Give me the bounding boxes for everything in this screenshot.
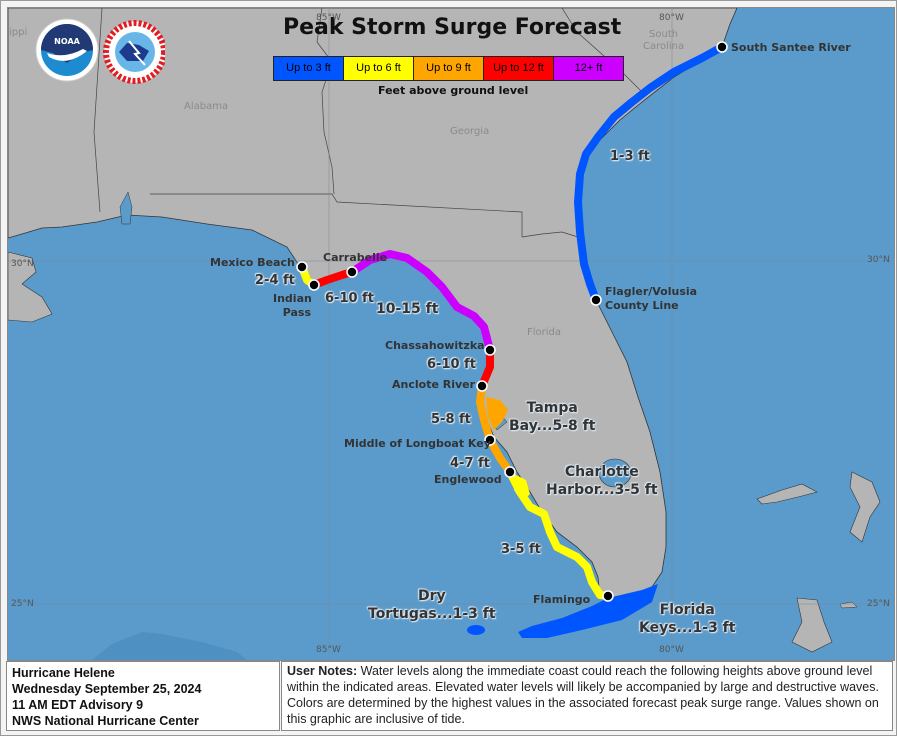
surge-label-chass-anclote: 6-10 ft [427, 357, 476, 372]
page-title: Peak Storm Surge Forecast [283, 15, 622, 40]
place-anclote-river: Anclote River [392, 378, 476, 391]
storm-name: Hurricane Helene [12, 666, 115, 680]
place-longboat-key: Middle of Longboat Key [344, 437, 491, 450]
nws-logo [103, 20, 167, 84]
place-flamingo: Flamingo [533, 593, 591, 606]
advisory-date: Wednesday September 25, 2024 [12, 682, 202, 696]
surge-atlantic [574, 43, 726, 304]
surge-legend: Up to 3 ft Up to 6 ft Up to 9 ft Up to 1… [273, 56, 624, 81]
advisory-number: 11 AM EDT Advisory 9 [12, 698, 144, 712]
surge-carrabelle-chass [348, 250, 494, 354]
legend-item-12-plus: 12+ ft [554, 57, 623, 80]
surge-label-englewood-flamingo: 3-5 ft [501, 542, 541, 557]
state-label-south-carolina: South Carolina [643, 29, 685, 52]
legend-item-up-to-9: Up to 9 ft [414, 57, 484, 80]
map-canvas [8, 8, 894, 660]
grid-label-25n-right: 25°N [867, 599, 890, 609]
legend-item-up-to-12: Up to 12 ft [484, 57, 554, 80]
user-notes-text: Water levels along the immediate coast c… [287, 664, 879, 726]
surge-keys [518, 584, 658, 638]
place-carrabelle: Carrabelle [323, 251, 388, 264]
surge-label-dry-tortugas: Dry Tortugas...1-3 ft [368, 588, 496, 622]
surge-label-charlotte-harbor: Charlotte Harbor...3-5 ft [546, 464, 658, 498]
place-englewood: Englewood [434, 473, 502, 486]
surge-englewood-flamingo [506, 468, 612, 600]
surge-label-mexico-indian: 2-4 ft [255, 273, 295, 288]
place-indian-pass: Indian Pass [273, 292, 312, 319]
place-flagler-volusia: Flagler/Volusia County Line [605, 285, 698, 312]
svg-text:NOAA: NOAA [54, 37, 80, 46]
grid-label-80w-bottom: 80°W [659, 645, 684, 655]
state-label-mississippi: ippi [9, 27, 28, 38]
state-label-alabama: Alabama [184, 101, 229, 112]
legend-item-up-to-3: Up to 3 ft [274, 57, 344, 80]
grid-label-80w-top: 80°W [659, 13, 684, 23]
surge-label-tampa-bay: Tampa Bay...5-8 ft [509, 400, 596, 434]
noaa-logo: NOAA [35, 18, 99, 82]
place-chassahowitzka: Chassahowitzka [385, 339, 485, 352]
place-mexico-beach: Mexico Beach [210, 256, 295, 269]
user-notes: User Notes: Water levels along the immed… [281, 661, 893, 731]
surge-label-atlantic: 1-3 ft [610, 149, 650, 164]
surge-anclote-longboat [476, 382, 514, 476]
surge-label-longboat-englewood: 4-7 ft [450, 456, 490, 471]
surge-label-anclote-longboat: 5-8 ft [431, 412, 471, 427]
surge-label-florida-keys: Florida Keys...1-3 ft [639, 602, 736, 636]
grid-label-30n-right: 30°N [867, 255, 890, 265]
advisory-info: Hurricane Helene Wednesday September 25,… [6, 661, 280, 731]
agency-logos: NOAA [35, 17, 167, 89]
grid-label-30n-left: 30°N [11, 259, 34, 269]
user-notes-label: User Notes: [287, 664, 358, 678]
grid-label-85w-bottom: 85°W [316, 645, 341, 655]
state-label-florida: Florida [527, 327, 562, 338]
legend-item-up-to-6: Up to 6 ft [344, 57, 414, 80]
surge-label-indian-carrabelle: 6-10 ft [325, 291, 374, 306]
grid-label-85w-top: 85°W [316, 13, 341, 23]
grid-label-25n-left: 25°N [11, 599, 34, 609]
surge-tortugas [467, 625, 485, 635]
place-south-santee-river: South Santee River [731, 41, 851, 54]
legend-subtitle: Feet above ground level [378, 84, 529, 97]
state-label-georgia: Georgia [450, 126, 490, 137]
issuing-center: NWS National Hurricane Center [12, 714, 199, 728]
surge-map [7, 7, 895, 661]
surge-label-carrabelle-chass: 10-15 ft [376, 301, 439, 317]
